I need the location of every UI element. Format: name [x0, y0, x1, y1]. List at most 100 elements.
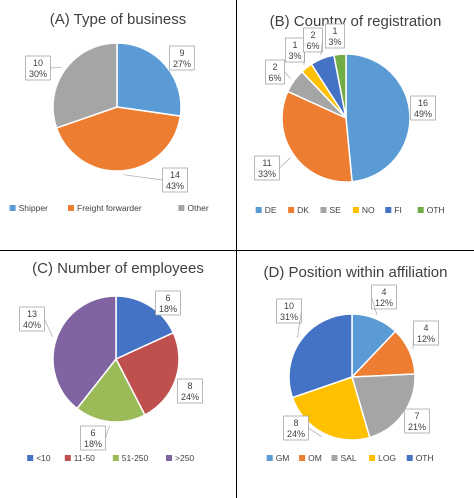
data-label-percent: 18%: [84, 439, 102, 449]
data-label-percent: 33%: [258, 169, 276, 179]
legend-swatch: [9, 205, 16, 211]
pie-slice-sal: [351, 373, 416, 439]
data-label-value: 14: [170, 170, 180, 180]
legend-item-shipper: Shipper: [9, 203, 48, 213]
data-label-percent: 43%: [166, 181, 184, 191]
data-label-percent: 40%: [23, 320, 41, 330]
data-label-no: 13%: [285, 37, 306, 63]
data-label-value: 2: [310, 30, 315, 40]
legend-swatch: [369, 455, 376, 461]
legend-item-freight-forwarder: Freight forwarder: [68, 203, 142, 213]
legend-swatch: [331, 455, 338, 461]
leader-line: [412, 332, 414, 350]
pie-slice-oth: [288, 313, 353, 399]
legend-label: <10: [36, 453, 51, 463]
legend-swatch: [266, 455, 273, 461]
legend-label: LOG: [378, 453, 396, 463]
data-label-percent: 24%: [181, 392, 199, 402]
data-label-percent: 12%: [417, 334, 435, 344]
data-label-percent: 12%: [375, 298, 393, 308]
data-label-oth: 13%: [325, 23, 346, 49]
data-label-51-250: 618%: [80, 425, 106, 451]
legend-label: Freight forwarder: [77, 203, 142, 213]
legend-swatch: [288, 207, 295, 213]
legend-label: SAL: [341, 453, 357, 463]
pie-slice-dk: [281, 90, 353, 183]
data-label-10: 618%: [155, 290, 181, 316]
legend-swatch: [178, 205, 185, 211]
chart-title: (B) Country of registration: [270, 13, 442, 30]
legend-label: FI: [394, 205, 402, 215]
legend-label: GM: [276, 453, 290, 463]
data-label-percent: 31%: [280, 312, 298, 322]
legend-label: 51-250: [122, 453, 149, 463]
chart-title: (C) Number of employees: [32, 260, 204, 277]
leader-line: [297, 310, 302, 339]
data-label-sal: 721%: [404, 408, 430, 434]
legend-label: Shipper: [19, 203, 48, 213]
data-label-value: 1: [292, 40, 297, 50]
data-label-value: 7: [414, 411, 419, 421]
data-label-value: 9: [179, 48, 184, 58]
legend-label: DE: [265, 205, 277, 215]
pie-slice-de: [345, 53, 411, 183]
legend-label: 11-50: [74, 453, 95, 463]
data-label-value: 11: [262, 158, 271, 168]
pie-slice-freight-forwarder: [55, 106, 182, 172]
data-label-fi: 26%: [303, 27, 324, 53]
data-label-value: 2: [272, 62, 277, 72]
legend: <10 11-50 51-250 >250: [27, 453, 194, 463]
leader-line: [44, 318, 54, 338]
data-label-value: 10: [33, 58, 43, 68]
data-label-percent: 3%: [288, 51, 301, 61]
legend-label: OM: [308, 453, 322, 463]
pie-slice-11-50: [114, 331, 180, 417]
legend-item-dk: DK: [288, 205, 309, 215]
data-label-percent: 27%: [173, 59, 191, 69]
pie-slice-other: [52, 42, 118, 129]
horizontal-divider: [0, 250, 474, 251]
legend-item-250: >250: [166, 453, 194, 463]
legend-swatch: [27, 455, 34, 461]
data-label-percent: 3%: [328, 37, 341, 47]
leader-line: [371, 296, 378, 315]
legend-item-de: DE: [255, 205, 277, 215]
pie-slice-250: [52, 295, 117, 410]
data-label-percent: 6%: [268, 73, 281, 83]
legend-label: >250: [175, 453, 194, 463]
legend-swatch: [255, 207, 262, 213]
pie-slice-shipper: [116, 42, 182, 117]
data-label-gm: 412%: [371, 284, 397, 310]
legend-label: DK: [297, 205, 309, 215]
data-label-value: 6: [90, 428, 95, 438]
pie-slice-log: [291, 376, 371, 441]
legend: GM OM SAL LOG OTH: [266, 453, 434, 463]
legend-swatch: [417, 207, 424, 213]
pie-slice-51-250: [76, 357, 146, 423]
legend-swatch: [112, 455, 119, 461]
legend-swatch: [166, 455, 172, 461]
legend-item-oth: OTH: [417, 205, 445, 215]
data-label-value: 13: [27, 309, 37, 319]
legend-swatch: [68, 205, 74, 211]
chart-title: (D) Position within affiliation: [264, 264, 448, 281]
legend-item-fi: FI: [385, 205, 402, 215]
data-label-om: 412%: [413, 320, 439, 346]
legend-swatch: [406, 455, 413, 461]
data-label-shipper: 927%: [169, 45, 195, 71]
data-label-value: 8: [293, 418, 298, 428]
legend-item-51-250: 51-250: [112, 453, 149, 463]
leader-line: [279, 157, 291, 169]
leader-line: [123, 174, 163, 181]
data-label-11-50: 824%: [177, 378, 203, 404]
chart-title: (A) Type of business: [50, 11, 186, 28]
data-label-value: 4: [381, 287, 386, 297]
data-label-percent: 24%: [287, 429, 305, 439]
chart-b: (B) Country of registration1649%1133%26%…: [254, 13, 445, 215]
legend-item-om: OM: [299, 453, 322, 463]
data-label-value: 10: [284, 301, 294, 311]
